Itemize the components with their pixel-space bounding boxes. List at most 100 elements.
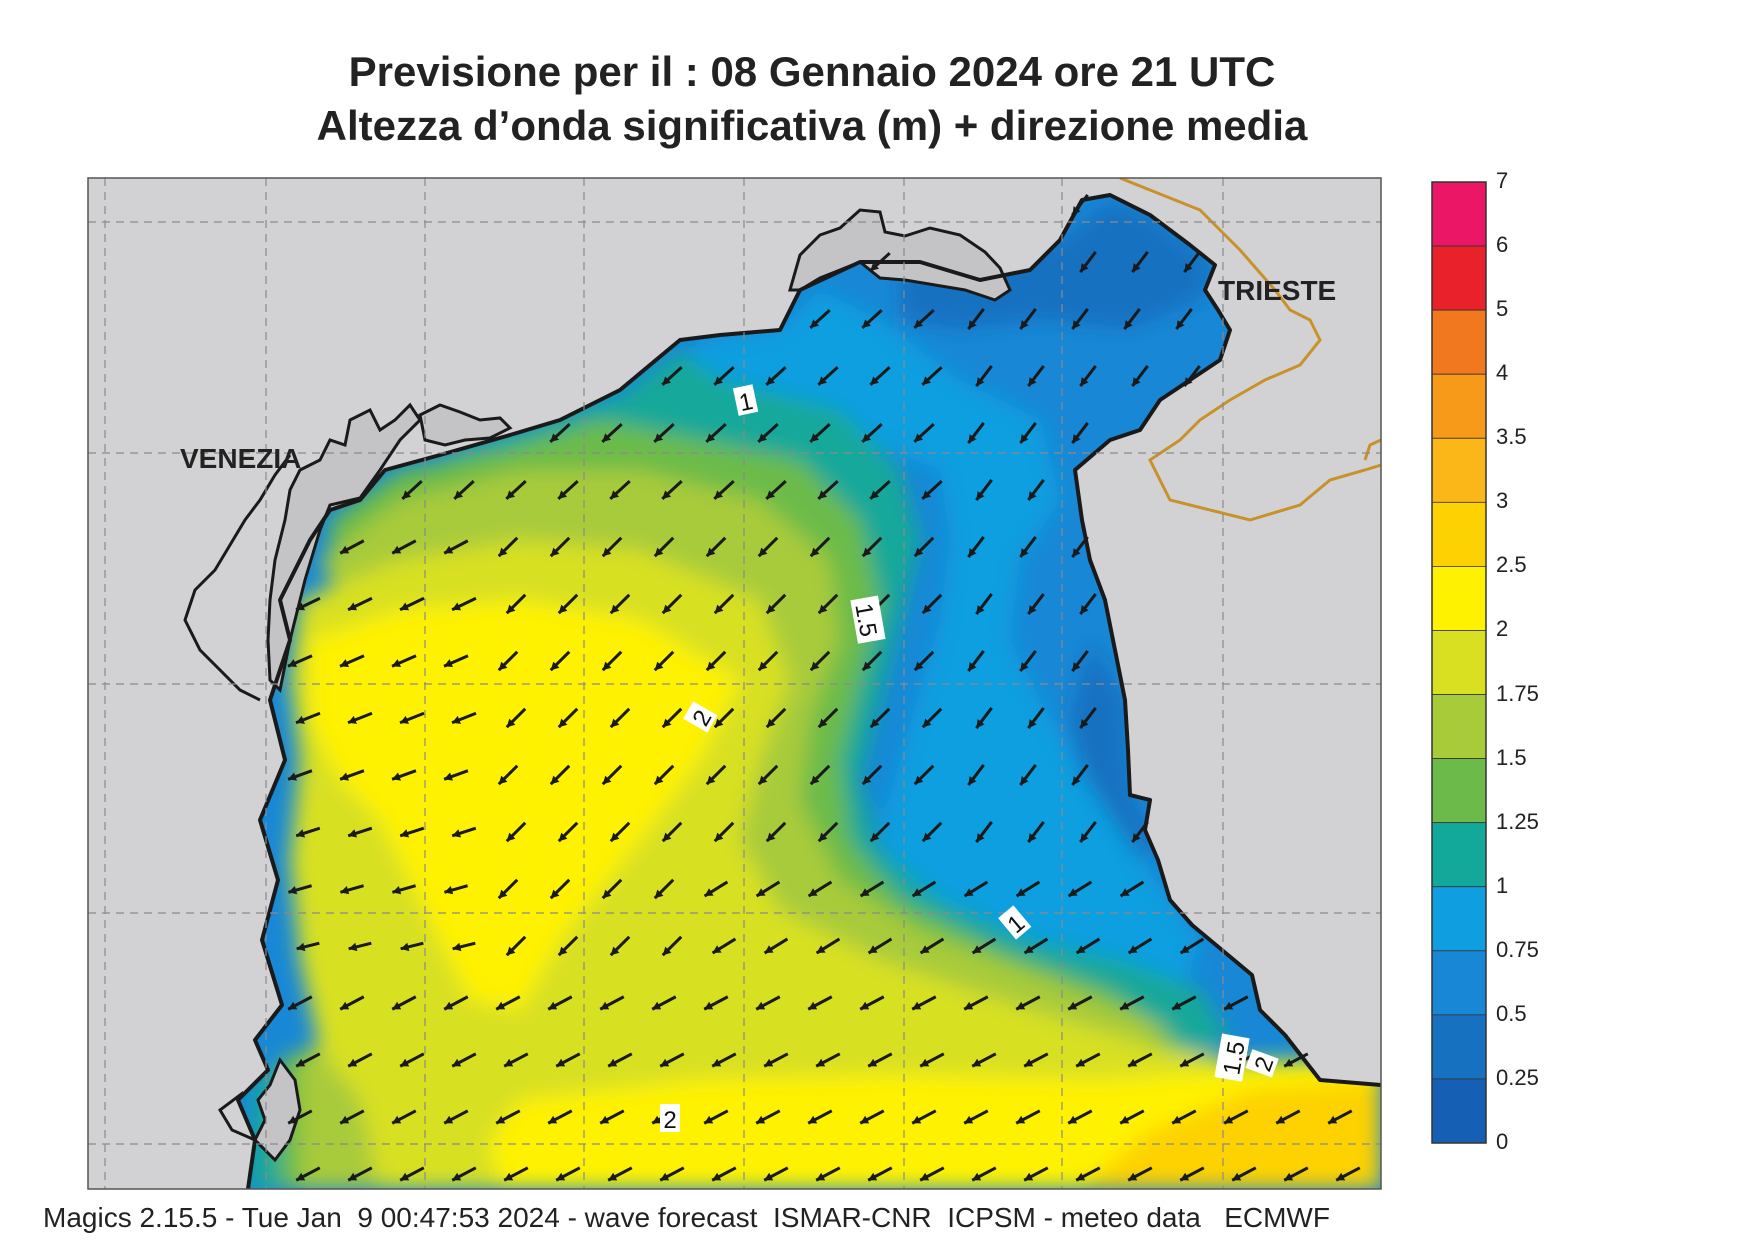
wave-arrow-head [602, 775, 612, 785]
wave-arrow-head [610, 946, 620, 956]
wave-arrow [963, 1109, 989, 1125]
wave-arrow [601, 764, 623, 786]
wave-arrow [869, 252, 891, 272]
legend-border [1431, 181, 1487, 1144]
wave-arrow [653, 536, 675, 558]
wave-arrow-head [1068, 888, 1078, 897]
wave-arrow-head [968, 434, 977, 444]
wave-arrow [967, 536, 985, 558]
contour-label-box [1214, 1033, 1250, 1082]
title-line-2: Altezza d’onda significativa (m) + direz… [316, 102, 1308, 149]
wave-arrow [609, 821, 631, 843]
band-0.25 [900, 200, 1215, 330]
wave-arrow-head [662, 832, 672, 842]
wave-arrow-head [972, 1058, 982, 1067]
wave-arrow-head [1276, 1115, 1286, 1124]
wave-arrow [1275, 1109, 1301, 1125]
wave-arrow-head [816, 1058, 826, 1067]
wave-arrow-head [348, 1058, 358, 1067]
legend-swatch [1431, 245, 1487, 311]
wave-arrow-head [976, 377, 985, 387]
wave-arrow [400, 941, 424, 952]
wave-arrow [295, 826, 321, 838]
footer-credits: Magics 2.15.5 - Tue Jan 9 00:47:53 2024 … [43, 1202, 1330, 1233]
wave-arrow [653, 423, 675, 443]
wave-arrow [505, 935, 527, 957]
wave-arrow [1119, 880, 1145, 898]
wave-arrow [443, 769, 469, 781]
wave-arrow [859, 995, 885, 1011]
wave-arrow-head [1184, 263, 1193, 273]
wave-arrow [295, 596, 321, 612]
wave-arrow-head [1180, 1058, 1190, 1067]
wave-arrow [557, 707, 579, 729]
wave-arrow-head [920, 945, 930, 954]
venice-lagoon-islands [418, 403, 513, 447]
wave-arrow [713, 707, 735, 729]
wave-arrow [661, 821, 683, 843]
wave-arrow-head [288, 1001, 298, 1010]
wave-arrow-head [1072, 548, 1081, 558]
wave-arrow [705, 423, 727, 443]
contour-label-box [1245, 1049, 1279, 1078]
wave-arrow-head [870, 262, 880, 271]
wave-arrow [653, 878, 675, 900]
wave-arrow [495, 1109, 521, 1125]
wave-arrow-head [1184, 377, 1193, 387]
wave-arrow-head [706, 547, 716, 557]
wave-arrow [295, 1052, 321, 1068]
wave-arrow [869, 821, 891, 843]
title-line-1: Previsione per il : 08 Gennaio 2024 ore … [348, 48, 1276, 95]
legend-swatch [1431, 566, 1487, 631]
wave-arrow-head [1080, 263, 1089, 273]
wave-arrow-head [756, 1001, 766, 1010]
wave-arrow-head [870, 832, 880, 842]
legend-swatch [1431, 822, 1487, 888]
wave-arrow [295, 711, 321, 725]
wave-arrow [1023, 1166, 1049, 1182]
wave-arrow-head [922, 832, 932, 842]
wave-arrow [765, 821, 787, 843]
wave-arrow-head [964, 1115, 974, 1124]
wave-arrow-head [452, 602, 462, 611]
wave-arrow-head [818, 376, 828, 385]
wave-arrow [869, 480, 891, 500]
wave-direction-arrows [287, 194, 1361, 1182]
contour-label: 2 [663, 1107, 676, 1134]
wave-arrow-head [968, 548, 977, 558]
wave-arrow [347, 711, 373, 725]
wave-arrow-head [968, 776, 977, 786]
wave-arrow [609, 935, 631, 957]
wave-arrow [1119, 1109, 1145, 1125]
wave-arrow-head [498, 661, 508, 671]
wave-arrow-head [340, 885, 350, 895]
wave-arrow-head [766, 832, 776, 842]
legend-label: 4 [1496, 360, 1509, 386]
wave-arrow-head [1024, 1058, 1034, 1067]
wave-arrow [815, 1166, 841, 1182]
wave-arrow-head [506, 946, 516, 956]
legend-label: 7 [1496, 168, 1509, 193]
wave-arrow-head [1128, 1172, 1138, 1181]
wave-arrow-head [1132, 263, 1141, 273]
wave-arrow-head [1076, 1172, 1086, 1181]
wave-arrow-head [1080, 605, 1089, 615]
wave-arrow [809, 309, 831, 329]
wave-arrow [703, 995, 729, 1011]
wave-arrow-head [296, 942, 306, 952]
wave-arrow-head [610, 832, 620, 842]
wave-arrow [549, 536, 571, 558]
wave-arrow [287, 654, 313, 668]
graticule [88, 178, 1381, 1189]
wave-arrow [497, 878, 519, 900]
legend-swatch [1431, 694, 1487, 759]
wave-arrow [1231, 1166, 1257, 1182]
wave-arrow [1071, 308, 1089, 330]
contour-label: 1.5 [1218, 1039, 1250, 1077]
wave-arrow-head [914, 319, 924, 328]
wave-arrow-head [392, 545, 402, 554]
wave-arrow [339, 769, 365, 781]
wave-arrow-head [912, 888, 922, 897]
wave-arrow-head [454, 490, 464, 499]
wave-arrow-head [968, 320, 977, 330]
